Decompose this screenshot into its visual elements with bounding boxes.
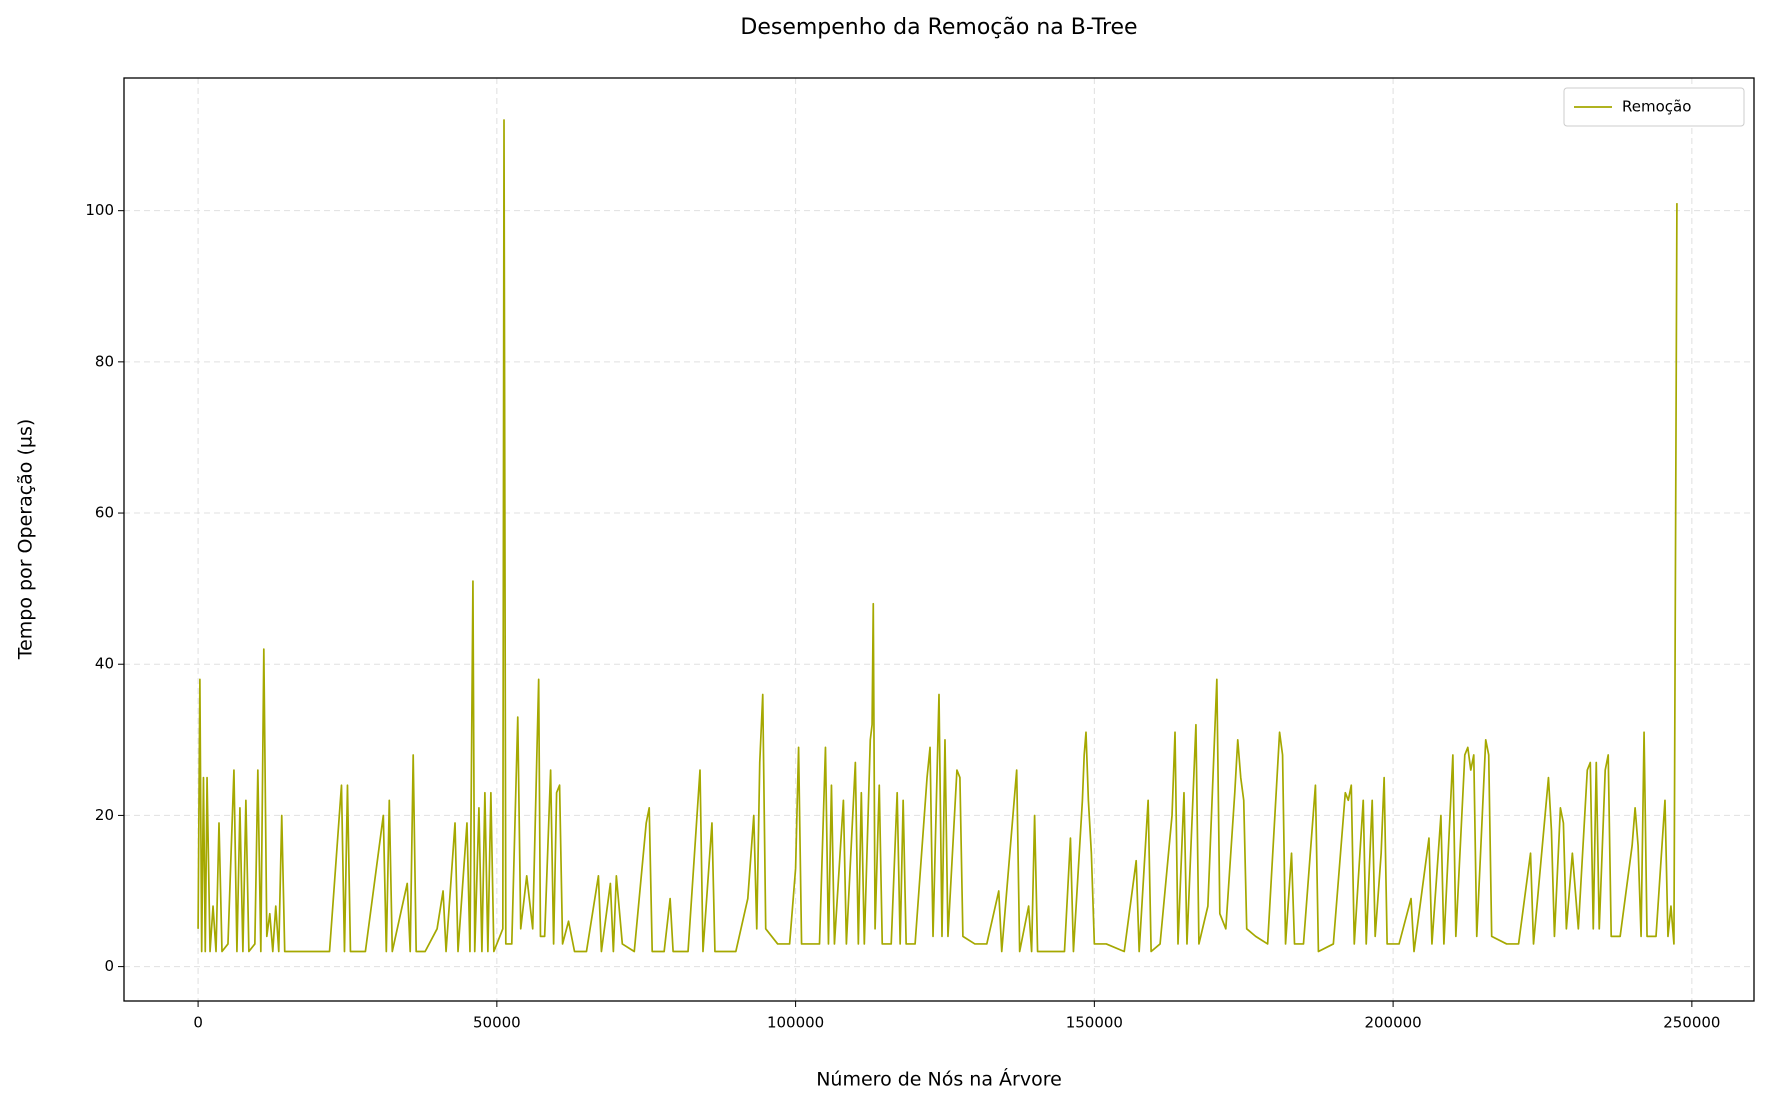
x-tick-label: 150000 (1066, 1014, 1123, 1032)
legend-label: Remoção (1622, 98, 1691, 116)
x-tick-label: 0 (193, 1014, 203, 1032)
x-tick-label: 100000 (767, 1014, 824, 1032)
x-tick-label: 50000 (473, 1014, 521, 1032)
legend-box (1563, 87, 1745, 127)
plot-frame (123, 77, 1755, 1002)
y-tick-label: 60 (95, 504, 114, 522)
y-tick-label: 100 (85, 201, 114, 219)
y-tick-label: 40 (95, 655, 114, 673)
x-axis-label: Número de Nós na Árvore (816, 1068, 1062, 1091)
y-axis-label: Tempo por Operação (µs) (15, 419, 37, 661)
y-tick-label: 20 (95, 806, 114, 824)
chart-title: Desempenho da Remoção na B-Tree (740, 15, 1137, 40)
data-line (197, 119, 1678, 953)
x-tick-label: 250000 (1663, 1014, 1720, 1032)
y-tick-label: 80 (95, 352, 114, 370)
y-tick-label: 0 (104, 957, 114, 975)
x-tick-label: 200000 (1364, 1014, 1421, 1032)
